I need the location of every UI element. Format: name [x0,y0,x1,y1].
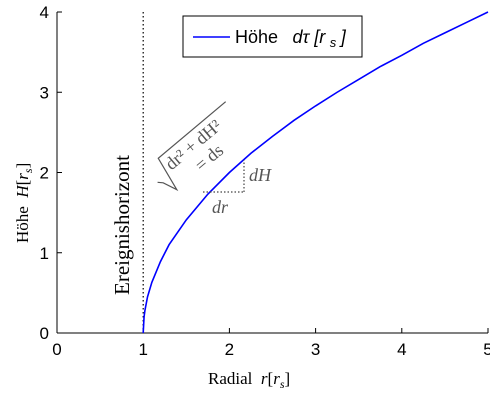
legend-label-sub: s [330,35,337,50]
event-horizon-label: Ereignishorizont [110,155,134,295]
legend-label-close: ] [339,27,347,47]
x-axis-title: Radial r[rs] [208,369,290,389]
y-axis-title-sub: s [21,168,35,173]
x-tick-label: 5 [483,340,490,359]
y-tick-label: 1 [40,244,49,263]
legend: Höhe dτ [r s ] [182,15,363,58]
x-axis-title-open: [ [268,369,274,388]
y-tick-label: 0 [40,324,49,343]
x-tick-label: 3 [311,340,320,359]
legend-label-text: Höhe [235,27,288,47]
x-tick-label: 2 [225,340,234,359]
x-axis-title-var: r [261,369,268,388]
y-tick-label: 2 [40,164,49,183]
y-tick-label: 4 [40,3,49,22]
y-axis-title-open: [ [13,179,32,185]
x-axis-title-text: Radial [208,369,257,388]
y-tick-label: 3 [40,83,49,102]
legend-label-var: dτ [r [293,27,327,47]
axis-ticks [56,11,489,334]
y-axis-title-var: H [13,184,32,199]
dr-label: dr [212,197,229,217]
hypotenuse-formula: dr² + dH² = ds [157,101,227,192]
x-axis-title-sub: s [280,377,285,389]
y-axis-title-r: r [13,173,32,180]
y-axis-title-close: ] [13,163,32,169]
series-line-hoehe [142,11,489,334]
y-axis-title-text: Höhe [13,202,32,243]
x-tick-label: 4 [397,340,406,359]
x-tick-label: 1 [138,340,147,359]
x-axis-title-r: r [273,369,280,388]
tick-labels: 0 1 2 3 4 5 0 1 2 3 4 [40,3,490,359]
x-axis-title-close: ] [284,369,290,388]
x-tick-label: 0 [52,340,61,359]
y-axis-title: Höhe H[rs] [13,163,35,243]
dh-label: dH [249,165,272,185]
legend-label: Höhe dτ [r s ] [235,27,347,51]
sqrt-sign [157,101,227,192]
